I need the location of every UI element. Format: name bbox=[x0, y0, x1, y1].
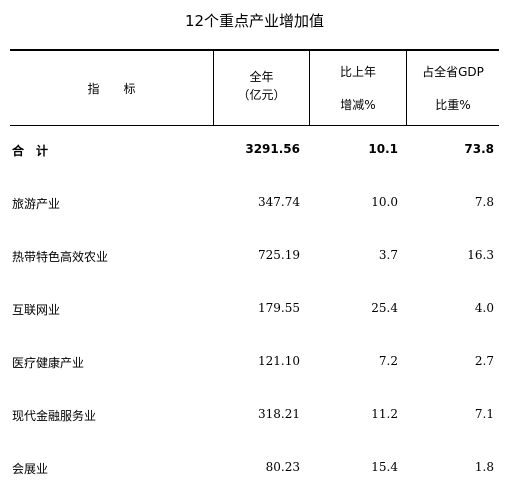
row-value: 347.74 bbox=[258, 195, 300, 209]
row-value: 179.55 bbox=[258, 301, 300, 315]
column-divider bbox=[406, 51, 407, 126]
header-annual-line2: （亿元） bbox=[237, 88, 286, 102]
row-name: 现代金融服务业 bbox=[12, 409, 97, 423]
row-name: 旅游产业 bbox=[12, 197, 61, 211]
row-name: 热带特色高效农业 bbox=[12, 250, 109, 264]
row-growth: 15.4 bbox=[371, 460, 398, 474]
row-value: 3291.56 bbox=[245, 142, 300, 156]
row-name: 会展业 bbox=[12, 462, 49, 476]
header-growth-line1: 比上年 bbox=[339, 65, 376, 79]
row-share: 73.8 bbox=[464, 142, 494, 156]
row-growth: 25.4 bbox=[371, 301, 398, 315]
column-divider bbox=[309, 51, 310, 126]
row-name: 合 计 bbox=[12, 144, 49, 158]
row-share: 4.0 bbox=[474, 301, 494, 315]
row-value: 80.23 bbox=[265, 460, 300, 474]
header-annual-line1: 全年 bbox=[249, 70, 274, 84]
row-value: 318.21 bbox=[258, 407, 300, 421]
row-share: 1.8 bbox=[474, 460, 494, 474]
row-share: 16.3 bbox=[467, 248, 494, 262]
top-rule bbox=[10, 49, 499, 51]
row-growth: 7.2 bbox=[378, 354, 398, 368]
header-bottom-rule bbox=[10, 125, 499, 126]
column-divider bbox=[213, 51, 214, 126]
row-name: 互联网业 bbox=[12, 303, 61, 317]
row-share: 7.8 bbox=[474, 195, 494, 209]
row-value: 121.10 bbox=[258, 354, 300, 368]
row-share: 7.1 bbox=[474, 407, 494, 421]
row-growth: 10.0 bbox=[371, 195, 398, 209]
row-share: 2.7 bbox=[474, 354, 494, 368]
row-name: 医疗健康产业 bbox=[12, 356, 85, 370]
header-share-line1: 占全省GDP bbox=[422, 65, 484, 79]
table-title: 12个重点产业增加值 bbox=[184, 12, 325, 30]
row-growth: 3.7 bbox=[378, 248, 398, 262]
row-growth: 11.2 bbox=[371, 407, 398, 421]
header-indicator: 指 标 bbox=[87, 82, 136, 96]
header-growth-line2: 增减% bbox=[340, 98, 376, 112]
header-share-line2: 比重% bbox=[435, 98, 471, 112]
row-value: 725.19 bbox=[258, 248, 300, 262]
row-growth: 10.1 bbox=[368, 142, 398, 156]
